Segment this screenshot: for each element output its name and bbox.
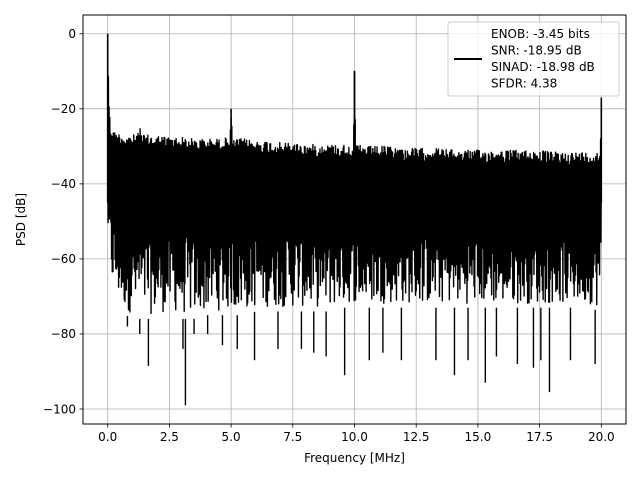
legend-box — [447, 21, 620, 97]
x-tick-label: 15.0 — [465, 430, 492, 444]
legend-entry-sinad: SINAD: -18.98 dB — [491, 60, 595, 74]
x-tick-label: 5.0 — [222, 430, 241, 444]
legend-entry-enob: ENOB: -3.45 bits — [491, 27, 590, 41]
y-tick-label: −100 — [43, 402, 76, 416]
x-tick-label: 20.0 — [588, 430, 615, 444]
y-tick-label: −80 — [51, 327, 76, 341]
x-tick-label: 17.5 — [526, 430, 553, 444]
x-axis-ticks: 0.0 2.5 5.0 7.5 10.0 12.5 15.0 17.5 20.0 — [98, 424, 615, 444]
legend-entry-snr: SNR: -18.95 dB — [491, 44, 582, 58]
x-tick-label: 7.5 — [283, 430, 302, 444]
y-tick-label: −60 — [51, 252, 76, 266]
legend-entry-sfdr: SFDR: 4.38 — [491, 77, 557, 91]
x-tick-label: 10.0 — [341, 430, 368, 444]
psd-series — [106, 33, 603, 406]
y-axis-label: PSD [dB] — [14, 193, 28, 246]
x-tick-label: 0.0 — [98, 430, 117, 444]
y-tick-label: −40 — [51, 177, 76, 191]
x-tick-label: 12.5 — [403, 430, 430, 444]
legend: ENOB: -3.45 bits SNR: -18.95 dB SINAD: -… — [447, 21, 620, 97]
x-tick-label: 2.5 — [160, 430, 179, 444]
y-tick-label: −20 — [51, 102, 76, 116]
y-tick-label: 0 — [68, 27, 76, 41]
x-axis-label: Frequency [MHz] — [304, 451, 405, 465]
y-axis-ticks: 0 −20 −40 −60 −80 −100 — [43, 27, 83, 416]
